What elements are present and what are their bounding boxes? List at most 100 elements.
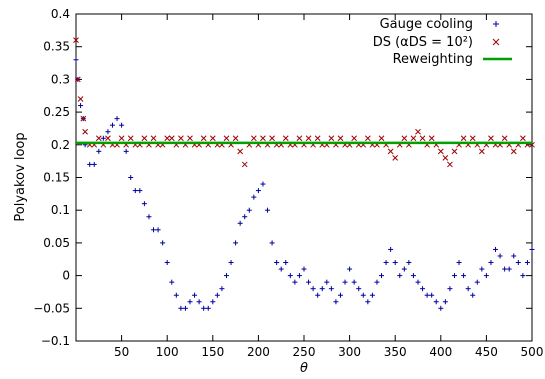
data-point-plus xyxy=(447,286,453,292)
data-point-plus xyxy=(255,188,261,194)
x-tick-label: 400 xyxy=(429,345,452,359)
data-point-plus xyxy=(401,266,407,272)
data-point-plus xyxy=(78,103,84,109)
data-point-plus xyxy=(246,207,252,213)
data-point-plus xyxy=(433,299,439,305)
data-point-plus xyxy=(260,181,266,187)
data-point-plus xyxy=(438,305,444,311)
series-1 xyxy=(73,37,535,168)
data-point-cross xyxy=(415,128,421,135)
data-point-plus xyxy=(233,240,239,246)
data-point-plus xyxy=(283,260,289,266)
data-point-plus xyxy=(515,260,521,266)
x-tick-label: 50 xyxy=(114,345,129,359)
data-point-cross xyxy=(241,161,248,168)
data-point-plus xyxy=(374,279,380,285)
data-point-cross xyxy=(501,135,508,142)
y-tick-label: 0.4 xyxy=(51,7,70,21)
data-point-cross xyxy=(451,148,458,155)
x-tick-label: 150 xyxy=(201,345,224,359)
y-tick-label: 0 xyxy=(62,269,70,283)
data-point-plus xyxy=(87,161,93,167)
data-point-plus xyxy=(406,260,412,266)
data-point-plus xyxy=(429,292,435,298)
data-point-cross xyxy=(95,135,102,142)
data-point-plus xyxy=(479,266,485,272)
data-point-plus xyxy=(205,305,211,311)
data-point-plus xyxy=(182,305,188,311)
data-point-plus xyxy=(228,260,234,266)
data-point-plus xyxy=(315,292,321,298)
y-tick-label: −0.05 xyxy=(33,301,70,315)
data-point-cross xyxy=(232,135,239,142)
data-point-cross xyxy=(187,135,193,142)
x-tick-label: 100 xyxy=(156,345,179,359)
data-point-plus xyxy=(483,273,489,279)
data-point-cross xyxy=(328,135,335,142)
data-point-plus xyxy=(342,279,348,285)
data-point-cross xyxy=(73,37,79,44)
data-point-cross xyxy=(447,161,453,168)
data-point-cross xyxy=(237,148,244,155)
x-tick-label: 200 xyxy=(247,345,270,359)
x-tick-label: 500 xyxy=(521,345,544,359)
x-tick-label: 250 xyxy=(293,345,316,359)
data-point-plus xyxy=(178,305,184,311)
data-point-cross xyxy=(364,135,371,142)
data-point-cross xyxy=(80,115,87,122)
data-point-cross xyxy=(209,135,216,142)
data-point-plus xyxy=(420,286,426,292)
data-point-cross xyxy=(419,135,426,142)
data-point-plus xyxy=(392,260,398,266)
data-point-plus xyxy=(351,279,357,285)
data-point-cross xyxy=(337,135,344,142)
data-point-plus xyxy=(173,292,179,298)
data-point-cross xyxy=(520,135,526,142)
data-point-plus xyxy=(415,279,421,285)
data-point-cross xyxy=(150,135,157,142)
data-point-plus xyxy=(360,292,366,298)
data-point-cross xyxy=(296,135,303,142)
data-point-plus xyxy=(123,148,129,154)
data-point-plus xyxy=(369,292,375,298)
data-point-plus xyxy=(128,175,134,180)
data-point-plus xyxy=(210,299,216,305)
data-point-plus xyxy=(278,266,284,272)
data-point-plus xyxy=(214,292,220,298)
data-point-plus xyxy=(383,260,389,266)
data-point-cross xyxy=(260,135,266,142)
data-point-plus xyxy=(292,279,298,285)
data-point-plus xyxy=(310,286,316,292)
data-point-plus xyxy=(442,299,448,305)
data-point-cross xyxy=(74,76,81,83)
data-point-plus xyxy=(306,279,312,285)
data-point-cross xyxy=(410,135,417,142)
data-point-cross xyxy=(460,135,467,142)
data-point-plus xyxy=(511,253,517,259)
data-point-cross xyxy=(250,135,257,142)
data-point-plus xyxy=(506,266,512,272)
data-point-plus xyxy=(347,266,353,272)
y-tick-label: 0.25 xyxy=(43,105,70,119)
data-point-cross xyxy=(305,135,312,142)
y-tick-label: 0.2 xyxy=(51,138,70,152)
data-point-plus xyxy=(73,57,79,63)
data-point-plus xyxy=(169,279,175,285)
data-point-cross xyxy=(478,148,485,155)
data-point-plus xyxy=(187,299,193,305)
data-point-plus xyxy=(91,161,97,167)
data-point-cross xyxy=(314,135,321,142)
y-tick-label: 0.1 xyxy=(51,203,70,217)
data-point-plus xyxy=(242,214,248,220)
x-axis-ticks: 50 100 150 200 250 300 350 400 450 500 xyxy=(114,14,543,359)
data-point-plus xyxy=(493,21,499,27)
data-point-cross xyxy=(269,135,275,142)
data-point-plus xyxy=(488,260,494,266)
data-point-plus xyxy=(160,240,166,246)
series-layer xyxy=(73,37,535,311)
data-point-cross xyxy=(351,135,358,142)
data-point-plus xyxy=(410,273,416,279)
legend-label-gauge-cooling: Gauge cooling xyxy=(380,17,473,32)
data-point-cross xyxy=(141,135,148,142)
